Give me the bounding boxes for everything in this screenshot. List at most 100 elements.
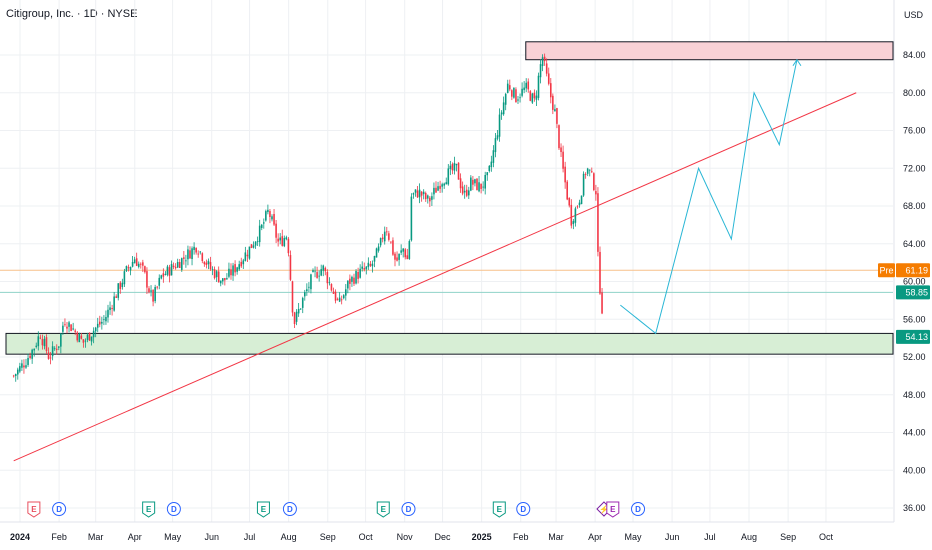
- projection-layer[interactable]: [620, 58, 802, 335]
- earnings-event-icon[interactable]: E: [492, 501, 506, 518]
- candle-body: [494, 138, 497, 153]
- candle: [57, 346, 60, 351]
- candle: [250, 244, 253, 249]
- candle: [449, 160, 452, 176]
- candle: [361, 261, 363, 272]
- candle-body: [185, 260, 187, 262]
- candle: [109, 301, 111, 315]
- candle: [601, 287, 603, 315]
- candle-body: [121, 282, 124, 288]
- support-zone: [5, 332, 894, 355]
- candle-body: [547, 73, 550, 84]
- candle: [209, 256, 212, 271]
- projection-path[interactable]: [620, 59, 798, 335]
- earnings-event-icon[interactable]: E: [376, 501, 390, 518]
- candle: [125, 265, 128, 272]
- event-letter: D: [56, 505, 62, 514]
- candle-body: [593, 173, 595, 191]
- candle: [189, 246, 191, 259]
- candle: [215, 269, 218, 282]
- candle-body: [90, 336, 93, 342]
- premarket-price-badge-bg: [896, 263, 930, 278]
- candle: [426, 194, 429, 204]
- candle-body: [486, 172, 489, 176]
- candle: [558, 124, 560, 150]
- earnings-event-icon[interactable]: E: [142, 501, 156, 518]
- candle: [519, 93, 521, 103]
- candle: [416, 185, 419, 199]
- candle-body: [88, 332, 91, 341]
- candle-body: [107, 309, 109, 318]
- candle: [144, 265, 146, 274]
- candle: [326, 269, 329, 290]
- dividend-event-icon[interactable]: D: [631, 502, 646, 516]
- earnings-event-icon[interactable]: E: [27, 501, 41, 518]
- candle-body: [191, 248, 193, 260]
- current-price-badge-bg: [896, 285, 930, 300]
- candle-body: [299, 308, 302, 310]
- candle: [230, 263, 232, 280]
- candle-body: [490, 161, 493, 168]
- candle: [205, 259, 208, 269]
- candle-body: [599, 251, 601, 294]
- candle-body: [508, 85, 511, 90]
- candle-body: [193, 246, 195, 251]
- candle: [45, 334, 48, 354]
- candle: [242, 258, 245, 269]
- candle: [105, 310, 107, 325]
- dividend-event-icon[interactable]: D: [282, 502, 297, 516]
- candle-body: [14, 374, 17, 376]
- candle: [572, 219, 575, 230]
- dividend-event-icon[interactable]: D: [401, 502, 416, 516]
- candle-body: [51, 346, 54, 357]
- candle-body: [320, 269, 322, 276]
- candle-body: [554, 109, 556, 112]
- candle: [14, 373, 17, 382]
- candle-body: [209, 262, 212, 270]
- projection-arrowhead[interactable]: [792, 58, 802, 66]
- candle: [457, 162, 460, 180]
- candle: [566, 179, 568, 201]
- trendline-layer[interactable]: [13, 92, 857, 462]
- dividend-event-icon[interactable]: D: [52, 502, 67, 516]
- candle: [562, 145, 564, 173]
- candle: [373, 255, 376, 268]
- candle: [291, 280, 294, 317]
- candle-body: [537, 75, 540, 98]
- candle-body: [72, 328, 74, 330]
- earnings-event-icon[interactable]: E: [606, 501, 620, 518]
- trendline[interactable]: [13, 92, 857, 462]
- candle: [554, 104, 556, 112]
- dividend-event-icon[interactable]: D: [516, 502, 531, 516]
- event-marker-shape: [401, 502, 416, 516]
- candle: [480, 183, 482, 194]
- x-tick-label: May: [164, 532, 182, 542]
- candle-body: [517, 99, 519, 101]
- candle: [586, 167, 589, 177]
- candle-body: [385, 231, 388, 233]
- candle-body: [262, 222, 265, 224]
- premarket-price-badge-value: 61.19: [905, 265, 928, 275]
- candle-body: [416, 190, 419, 198]
- candle: [472, 175, 474, 191]
- candle: [269, 208, 271, 224]
- candle: [381, 233, 384, 243]
- candle-body: [21, 363, 23, 368]
- candle: [29, 352, 31, 360]
- candle-body: [418, 189, 421, 198]
- candle: [275, 219, 277, 244]
- y-tick-label: 68.00: [903, 201, 926, 211]
- candle-body: [359, 268, 361, 278]
- candle-body: [500, 112, 503, 115]
- candle: [574, 206, 577, 227]
- candle: [289, 250, 292, 281]
- currency-label[interactable]: USD: [904, 10, 924, 20]
- price-axis[interactable]: USD 84.0080.0076.0072.0068.0064.0060.005…: [893, 0, 926, 522]
- time-axis[interactable]: 2024 Feb Mar Apr May Jun Jul Aug Sep Oct Nov Dec 202…: [0, 521, 894, 542]
- candle-body: [316, 272, 318, 278]
- earnings-event-icon[interactable]: E: [256, 501, 270, 518]
- candle: [185, 254, 187, 268]
- candle: [357, 267, 359, 284]
- dividend-event-icon[interactable]: D: [166, 502, 181, 516]
